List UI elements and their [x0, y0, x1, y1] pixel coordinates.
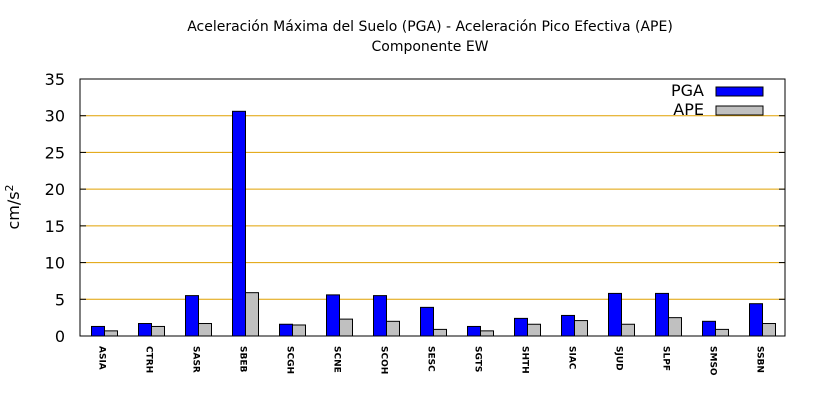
bar-pga-slpf: [655, 292, 669, 337]
chart-subtitle: Componente EW: [371, 39, 488, 55]
bar-pga-sbeb: [232, 110, 246, 337]
y-tick-label: 10: [45, 254, 65, 273]
x-tick-label: SSBN: [755, 346, 765, 373]
legend-label-ape: APE: [673, 100, 704, 119]
x-tick-label: SLPF: [661, 346, 671, 371]
plot-frame: [79, 78, 786, 337]
bar-ape-sgts: [480, 330, 494, 337]
y-tick-label: 30: [45, 107, 65, 126]
bar-pga-scne: [326, 294, 340, 337]
legend-label-pga: PGA: [671, 81, 704, 100]
bar-ape-sasr: [198, 323, 212, 337]
bar-pga-scgh: [279, 323, 293, 337]
x-tick-label: SASR: [191, 346, 201, 373]
y-tick-label: 0: [55, 327, 65, 346]
x-tick-label: SJUD: [614, 346, 624, 371]
bar-pga-sesc: [420, 306, 434, 337]
bar-pga-scoh: [373, 295, 387, 337]
bar-ape-smso: [715, 328, 729, 337]
x-tick-label: CTRH: [144, 346, 154, 373]
y-tick-label: 5: [55, 290, 65, 309]
bar-ape-asia: [104, 330, 118, 337]
x-tick-label: SGTS: [473, 346, 483, 372]
bar-ape-sjud: [621, 323, 635, 337]
x-tick-label: SIAC: [567, 346, 577, 370]
y-axis-label: cm/s2: [3, 184, 23, 229]
bar-pga-siac: [561, 314, 575, 337]
y-axis-ticks: 0 5 10 15 20 25 30 35: [45, 70, 785, 346]
y-tick-label: 25: [45, 143, 65, 162]
bar-pga-ctrh: [138, 323, 152, 337]
bars: [91, 110, 776, 337]
x-tick-label: ASIA: [97, 346, 107, 370]
x-tick-label: SESC: [426, 346, 436, 372]
bar-ape-ctrh: [151, 325, 165, 337]
x-tick-label: SCNE: [332, 346, 342, 373]
bar-pga-smso: [702, 320, 716, 337]
y-tick-label: 35: [45, 70, 65, 89]
bar-pga-shth: [514, 317, 528, 337]
y-tick-label: 20: [45, 180, 65, 199]
x-tick-label: SHTH: [520, 346, 530, 374]
legend-swatch-pga: [715, 86, 764, 97]
bar-ape-scgh: [292, 324, 306, 337]
bar-ape-slpf: [668, 317, 682, 337]
x-tick-label: SCGH: [285, 346, 295, 374]
x-tick-label: SBEB: [238, 346, 248, 372]
bar-pga-sasr: [185, 295, 199, 337]
bar-pga-asia: [91, 325, 105, 337]
bar-ape-scoh: [386, 320, 400, 337]
gridlines: [80, 115, 785, 300]
bar-ape-sbeb: [245, 292, 259, 337]
legend: PGA APE: [671, 81, 764, 119]
bar-pga-sjud: [608, 292, 622, 337]
chart-title: Aceleración Máxima del Suelo (PGA) - Ace…: [187, 19, 673, 35]
x-tick-label: SMSO: [708, 346, 718, 376]
bar-pga-ssbn: [749, 303, 763, 337]
bar-ape-sesc: [433, 328, 447, 337]
x-tick-label: SCOH: [379, 346, 389, 374]
bar-pga-sgts: [467, 325, 481, 337]
y-tick-label: 15: [45, 217, 65, 236]
x-axis-labels: ASIA CTRH SASR SBEB SCGH SCNE SCOH SESC SGTS SHTH…: [97, 346, 765, 376]
bar-ape-scne: [339, 318, 353, 337]
legend-swatch-ape: [715, 105, 764, 116]
bar-ape-siac: [574, 320, 588, 337]
bar-ape-shth: [527, 323, 541, 337]
bar-ape-ssbn: [762, 323, 776, 337]
